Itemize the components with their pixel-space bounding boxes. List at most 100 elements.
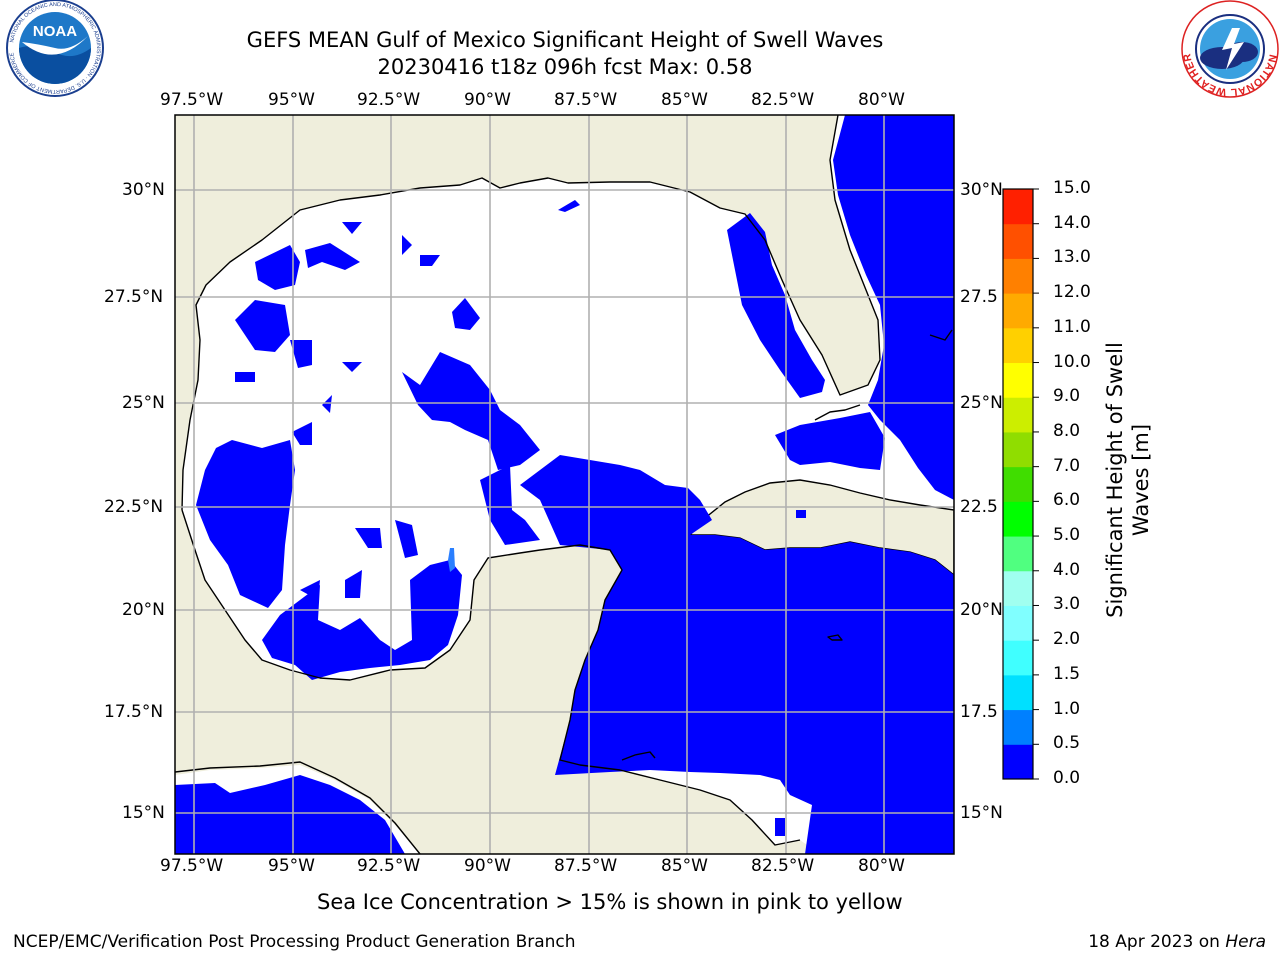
- sea-ice-caption: Sea Ice Concentration > 15% is shown in …: [317, 890, 903, 914]
- swell-blob-12: [292, 422, 312, 445]
- lon-label-bottom: 85°W: [661, 856, 708, 876]
- svg-text:NATIONAL WEATHER SERVICE: NATIONAL WEATHER SERVICE: [0, 0, 1279, 98]
- colorbar-segment: [1003, 258, 1033, 294]
- swell-0p5-spot: [448, 548, 455, 572]
- colorbar-tick-label: 1.5: [1053, 663, 1081, 684]
- swell-blob-20: [796, 510, 806, 518]
- colorbar-title-line-1: Significant Height of Swell: [1103, 342, 1127, 618]
- colorbar-segment: [1003, 223, 1033, 259]
- colorbar-tick-label: 12.0: [1053, 282, 1091, 303]
- lat-label-left: 30°N: [122, 180, 165, 200]
- lon-label-top: 95°W: [268, 90, 315, 110]
- colorbar-tick-label: 9.0: [1053, 386, 1081, 407]
- map-frame: [174, 114, 955, 855]
- lat-label-left: 17.5°N: [104, 702, 164, 722]
- swell-blob-7: [420, 255, 440, 266]
- lon-label-bottom: 97.5°W: [160, 856, 224, 876]
- colorbar-tick-label: 2.0: [1053, 629, 1081, 650]
- lon-label-top: 82.5°W: [751, 90, 815, 110]
- lat-label-left: 27.5°N: [104, 287, 164, 307]
- graticule: [175, 115, 954, 854]
- footer-host: Hera: [1225, 932, 1266, 952]
- swell-blob-10: [235, 372, 255, 382]
- colorbar-tick-label: 7.0: [1053, 455, 1081, 476]
- coastline-mexico: [181, 509, 801, 846]
- lat-label-left: 22.5°N: [104, 497, 164, 517]
- colorbar-graphic: [1002, 188, 1039, 780]
- colorbar-tick-label: 4.0: [1053, 559, 1081, 580]
- swell-caribbean: [520, 455, 954, 854]
- swell-blob-5: [342, 222, 362, 234]
- colorbar-segment: [1003, 397, 1033, 433]
- lon-label-top: 92.5°W: [357, 90, 421, 110]
- lon-label-top: 87.5°W: [554, 90, 618, 110]
- coastline-jamaica: [827, 634, 843, 641]
- colorbar-segment: [1003, 536, 1033, 572]
- lat-label-right: 30°N: [960, 180, 1003, 200]
- noaa-logo-text: NOAA: [33, 23, 77, 40]
- swell-blob-15: [480, 465, 540, 545]
- lat-label-right: 25°N: [960, 393, 1003, 413]
- noaa-logo: NOAA NATIONAL OCEANIC AND ATMOSPHERIC AD…: [6, 0, 104, 97]
- swell-blob-6: [402, 235, 412, 255]
- lon-label-bottom: 82.5°W: [751, 856, 815, 876]
- lon-label-top: 97.5°W: [160, 90, 224, 110]
- title-line-1: GEFS MEAN Gulf of Mexico Significant Hei…: [246, 28, 884, 52]
- lon-label-top: 85°W: [661, 90, 708, 110]
- coastline-honduras-islands: [621, 751, 656, 761]
- swell-florida-shelf: [727, 213, 825, 398]
- swell-blob-4: [290, 340, 312, 368]
- swell-pacific: [175, 775, 405, 854]
- lon-label-bottom: 87.5°W: [554, 856, 618, 876]
- swell-nw-blob-3: [305, 243, 360, 270]
- colorbar-segment: [1003, 674, 1033, 711]
- lon-label-top: 90°W: [464, 90, 511, 110]
- swell-nw-blob-1: [255, 245, 300, 290]
- colorbar-segment: [1003, 640, 1033, 676]
- colorbar-tick-label: 1.0: [1053, 698, 1081, 719]
- swell-blob-14: [395, 520, 418, 558]
- lon-label-bottom: 90°W: [464, 856, 511, 876]
- lat-label-right: 17.5: [960, 702, 998, 722]
- lon-label-top: 80°W: [858, 90, 905, 110]
- colorbar-tick-label: 3.0: [1053, 594, 1081, 615]
- swell-blob-8: [452, 298, 480, 330]
- swell-blob-9: [342, 362, 362, 372]
- swell-florida-straits: [775, 412, 885, 470]
- coastline-keys: [814, 404, 861, 421]
- lat-label-right: 20°N: [960, 600, 1003, 620]
- swell-west-gulf: [196, 440, 295, 608]
- colorbar-tick-label: 5.0: [1053, 525, 1081, 546]
- colorbar-segment: [1003, 501, 1033, 537]
- swell-nw-blob-2: [235, 300, 290, 352]
- lat-label-left: 15°N: [122, 803, 165, 823]
- colorbar-segment: [1003, 570, 1033, 606]
- colorbar-segment: [1003, 744, 1033, 780]
- colorbar-tick-label: 6.0: [1053, 490, 1081, 511]
- colorbar-segment: [1003, 293, 1033, 329]
- lon-label-bottom: 92.5°W: [357, 856, 421, 876]
- colorbar-frame: [1002, 188, 1034, 780]
- swell-blob-11: [322, 395, 332, 413]
- swell-blob-13: [355, 528, 382, 548]
- footer-date-text: 18 Apr 2023 on: [1088, 932, 1226, 952]
- colorbar-tick-label: 0.0: [1053, 768, 1081, 788]
- lat-label-left: 20°N: [122, 600, 165, 620]
- footer-date: 18 Apr 2023 on Hera: [1088, 932, 1266, 952]
- lat-label-right: 15°N: [960, 803, 1003, 823]
- colorbar-tick-label: 10.0: [1053, 351, 1091, 372]
- colorbar-title-line-2: Waves [m]: [1129, 423, 1153, 537]
- swell-blob-16: [558, 200, 580, 212]
- colorbar-tick-label: 0.5: [1053, 733, 1081, 754]
- colorbar-tick-label: 14.0: [1053, 212, 1091, 233]
- title-line-2: 20230416 t18z 096h fcst Max: 0.58: [377, 55, 753, 79]
- lat-label-right: 27.5: [960, 287, 998, 307]
- footer-branch: NCEP/EMC/Verification Post Processing Pr…: [13, 932, 576, 952]
- colorbar-segment: [1003, 466, 1033, 502]
- colorbar-segment: [1003, 362, 1033, 398]
- colorbar-segment: [1003, 189, 1033, 225]
- lat-label-left: 25°N: [122, 393, 165, 413]
- map-area: [175, 115, 954, 854]
- colorbar-segment: [1003, 605, 1033, 641]
- colorbar-segment: [1003, 327, 1033, 364]
